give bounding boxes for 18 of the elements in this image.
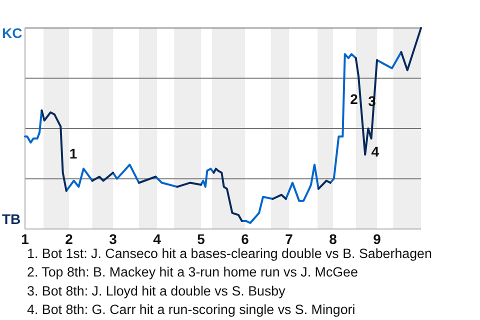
text: 4. Bot 8th: G. Carr hit a run-scoring single vs S. Mingori	[27, 302, 356, 318]
x-tick-label: 5	[197, 231, 206, 247]
x-tick-label: 7	[285, 231, 294, 247]
x-tick-label: 9	[373, 231, 382, 247]
x-tick-label: 4	[153, 231, 162, 247]
text: 2. Top 8th: B. Mackey hit a 3-run home run vs J. McGee	[27, 264, 358, 280]
x-tick-label: 6	[241, 231, 250, 247]
annotation: 4	[371, 143, 380, 160]
annotation: 1	[69, 145, 78, 162]
text: 3. Bot 8th: J. Lloyd hit a double vs S. Busby	[27, 283, 286, 298]
x-tick-label: 2	[65, 231, 74, 247]
text: KC	[2, 25, 22, 41]
x-tick-label: 8	[329, 231, 338, 247]
annotation: 2	[350, 91, 358, 108]
text: 1. Bot 1st: J. Canseco hit a bases-clearing double vs B. Saberhagen	[27, 246, 432, 261]
text: TB	[2, 211, 21, 227]
x-tick-label: 3	[109, 231, 118, 247]
x-tick-label: 1	[21, 231, 30, 247]
